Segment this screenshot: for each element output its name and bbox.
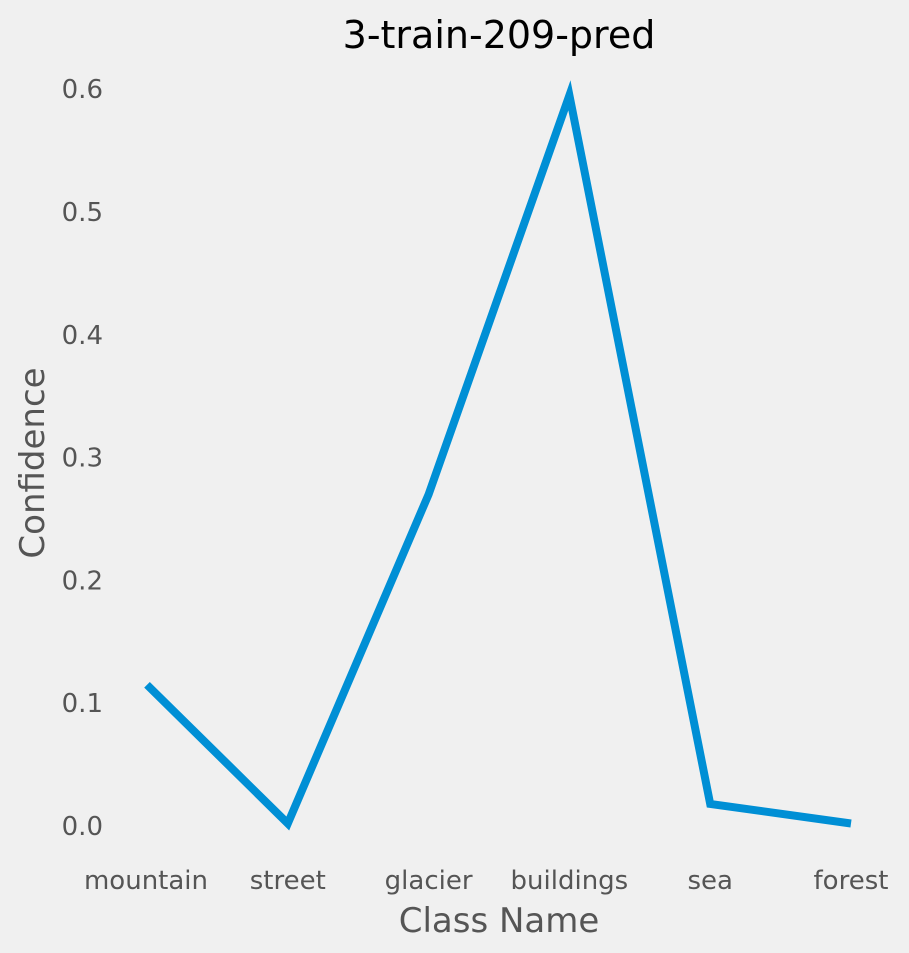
y-tick-labels: 0.0 0.1 0.2 0.3 0.4 0.5 0.6 xyxy=(62,75,103,842)
series-layer xyxy=(144,80,852,831)
y-tick-label: 0.3 xyxy=(62,444,103,474)
x-tick-label: glacier xyxy=(385,866,473,896)
y-axis-label: Confidence xyxy=(13,367,53,558)
y-tick-label: 0.5 xyxy=(62,198,103,228)
x-tick-labels: mountain street glacier buildings sea forest xyxy=(84,866,888,896)
x-tick-label: mountain xyxy=(84,866,208,896)
y-tick-label: 0.6 xyxy=(62,75,103,105)
x-tick-label: forest xyxy=(814,866,889,896)
x-tick-label: sea xyxy=(687,866,732,896)
y-tick-label: 0.1 xyxy=(62,689,103,719)
chart-title: 3-train-209-pred xyxy=(343,13,656,57)
y-tick-label: 0.4 xyxy=(62,321,103,351)
x-axis-label: Class Name xyxy=(399,901,600,941)
y-tick-label: 0.2 xyxy=(62,566,103,596)
series-line xyxy=(144,80,852,831)
y-tick-label: 0.0 xyxy=(62,812,103,842)
x-tick-label: street xyxy=(250,866,326,896)
x-tick-label: buildings xyxy=(511,866,629,896)
